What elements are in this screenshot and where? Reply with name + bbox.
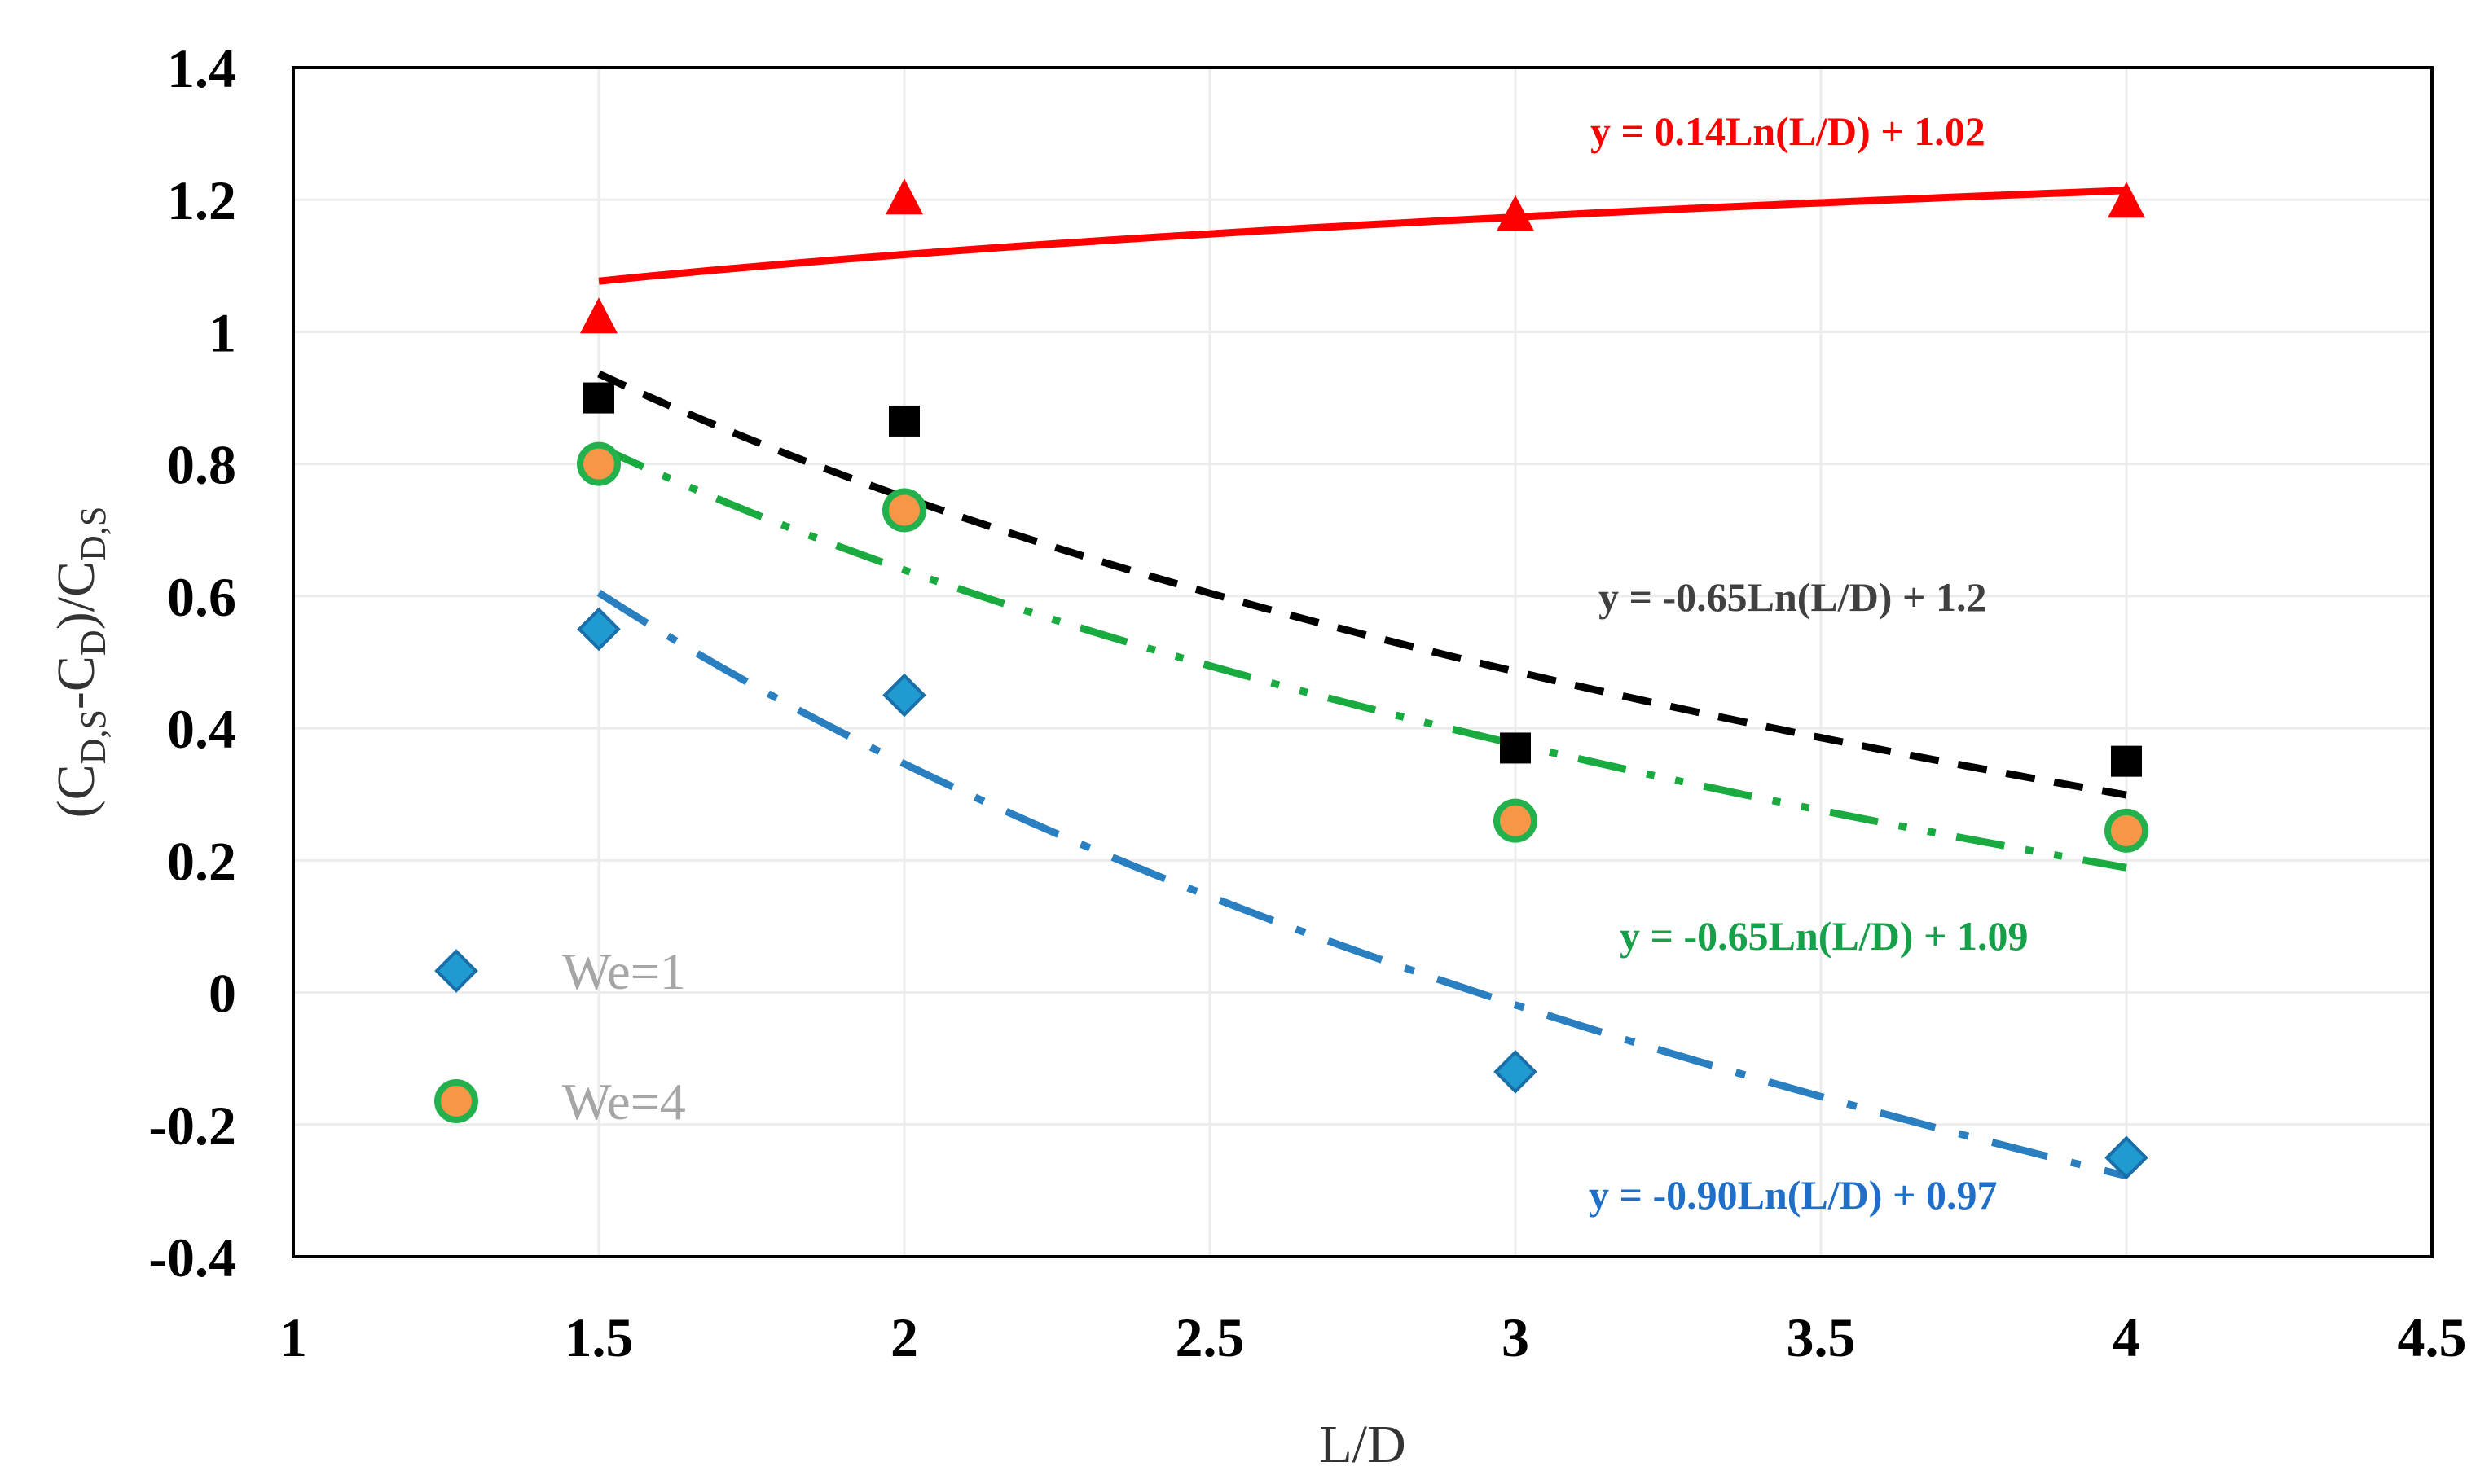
- data-point-circle: [2104, 808, 2148, 853]
- data-point-triangle: [886, 178, 923, 215]
- trendline: [596, 590, 2128, 1180]
- x-tick-label: 3: [1502, 1306, 1529, 1368]
- trendline-equation: y = 0.14Ln(L/D) + 1.02: [1590, 108, 1985, 154]
- x-tick-labels: 1 1.5 2 2.5 3 3.5 4 4.5: [279, 1306, 2467, 1368]
- x-tick-label: 3.5: [1787, 1306, 1856, 1368]
- trendline-equation: y = -0.90Ln(L/D) + 0.97: [1589, 1172, 1997, 1218]
- gridlines: [293, 68, 2432, 1257]
- y-tick-label: 0.6: [167, 566, 236, 628]
- data-point-diamond: [2104, 1135, 2148, 1180]
- data-point-square: [583, 382, 614, 414]
- y-axis-title-part: (C: [46, 764, 106, 818]
- data-point-square: [1500, 732, 1531, 764]
- data-point-circle: [434, 1079, 478, 1123]
- x-tick-label: 1: [279, 1306, 307, 1368]
- data-point-triangle: [1497, 195, 1534, 231]
- data-point-diamond: [577, 607, 621, 652]
- x-tick-label: 4.5: [2398, 1306, 2467, 1368]
- y-tick-label: 0.8: [167, 434, 236, 496]
- y-tick-label: 0.4: [167, 698, 236, 760]
- x-tick-label: 2: [890, 1306, 918, 1368]
- legend: We=1 We=4: [434, 942, 686, 1131]
- trendline: [597, 370, 2127, 799]
- x-tick-label: 1.5: [565, 1306, 634, 1368]
- trendline-equation: y = -0.65Ln(L/D) + 1.09: [1620, 913, 2028, 959]
- y-tick-label: -0.2: [148, 1095, 236, 1157]
- y-axis-title-part: D: [73, 630, 113, 656]
- legend-label: We=4: [562, 1073, 686, 1131]
- data-point-diamond: [1493, 1050, 1537, 1094]
- y-tick-label: -0.4: [148, 1227, 236, 1289]
- legend-label: We=1: [562, 942, 686, 1000]
- data-point-diamond: [434, 949, 478, 993]
- data-point-triangle: [580, 297, 618, 334]
- y-tick-label: 1.4: [167, 37, 236, 99]
- x-tick-label: 4: [2113, 1306, 2140, 1368]
- data-point-triangle: [2108, 182, 2145, 218]
- trendline: [598, 187, 2127, 285]
- data-point-circle: [882, 488, 926, 533]
- data-point-square: [889, 405, 920, 437]
- y-tick-label: 0: [209, 963, 236, 1025]
- data-point-circle: [577, 441, 621, 486]
- x-axis-title: L/D: [1319, 1415, 1405, 1474]
- y-tick-labels: -0.4 -0.2 0 0.2 0.4 0.6 0.8 1 1.2 1.4: [148, 37, 236, 1289]
- data-point-square: [2111, 745, 2142, 777]
- trendlines: [596, 187, 2128, 1180]
- y-axis-title-part: )/C: [46, 561, 106, 630]
- y-axis-title: (CD,S-CD)/CD,S: [46, 507, 113, 819]
- y-axis-title-part: -C: [46, 656, 106, 709]
- y-tick-label: 1.2: [167, 169, 236, 231]
- y-tick-label: 0.2: [167, 830, 236, 892]
- legend-entry: We=4: [434, 1073, 686, 1131]
- x-tick-label: 2.5: [1176, 1306, 1245, 1368]
- data-markers: [577, 178, 2148, 1180]
- trendline-equations: y = -0.90Ln(L/D) + 0.97 y = -0.65Ln(L/D) …: [1589, 108, 2028, 1218]
- legend-entry: We=1: [434, 942, 686, 1000]
- y-axis-title-part: D,S: [73, 709, 113, 764]
- data-point-circle: [1493, 798, 1537, 843]
- data-point-diamond: [882, 673, 926, 718]
- y-axis-title-part: D,S: [73, 507, 113, 561]
- plot-frame: [292, 66, 2434, 1258]
- trendline-equation: y = -0.65Ln(L/D) + 1.2: [1598, 574, 1986, 620]
- y-tick-label: 1: [209, 301, 236, 363]
- trendline: [597, 443, 2127, 872]
